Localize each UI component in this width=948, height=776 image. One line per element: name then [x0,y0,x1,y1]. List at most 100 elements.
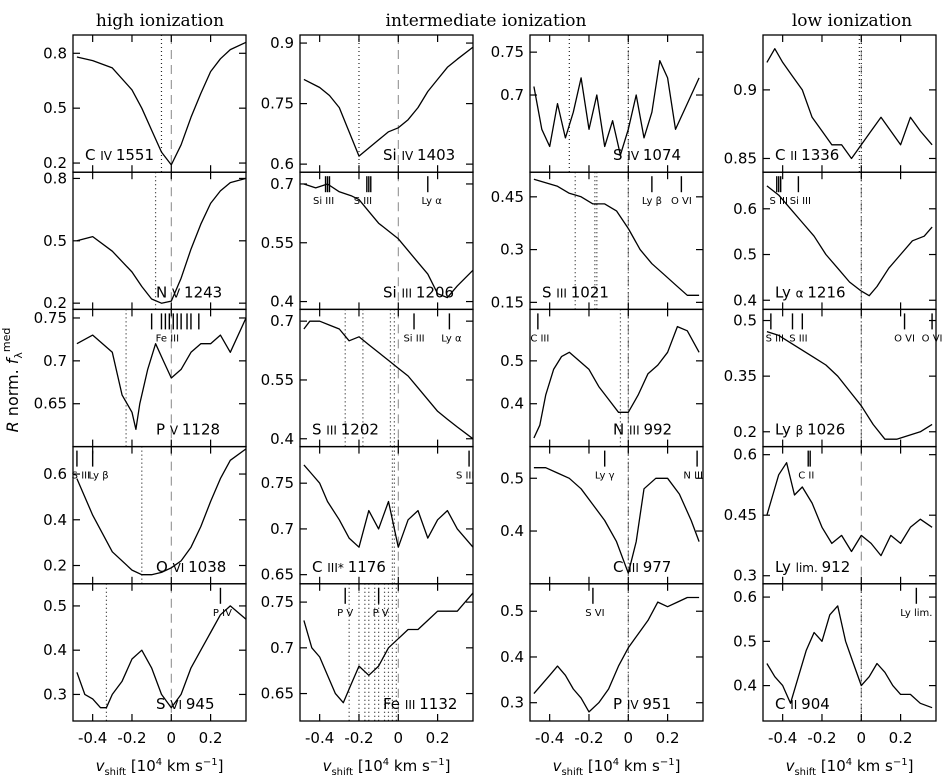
y-label-subscript: λ [12,352,25,359]
ion-label: C III* 1176 [312,558,386,576]
x-tick-label: -0.4 [305,729,334,747]
y-tick-label: 0.85 [724,149,757,167]
y-tick-label: 0.4 [270,293,294,311]
ion-wavelength: 1026 [807,421,845,439]
y-tick-label: 0.5 [43,99,67,117]
x-label-subscript: shift [331,767,353,776]
x-label-exponent: −1 [893,757,908,768]
ion-element: Ly [775,421,796,439]
line-marker: S III [789,313,808,344]
y-tick-label: 0.4 [500,648,524,666]
panel: 0.7 0.75 S IV 1074 [491,34,704,173]
ion-element: C [312,558,327,576]
spectrum-line [766,185,933,297]
ion-wavelength: 1132 [419,695,457,713]
line-marker: N III [683,450,703,482]
line-marker: C II [798,450,814,482]
panel-frame [72,583,247,722]
x-label-subscript: shift [561,767,583,776]
line-marker: Fe III [150,313,200,344]
ion-stage: lim. [796,561,822,575]
marker-label: Ly α [422,196,443,207]
marker-label: C III [530,333,549,344]
x-axis-label: vshift [104 km s−1] [786,757,914,776]
y-tick-label: 0.55 [261,371,294,389]
panel: 0.3 0.4 0.5 S VI 945 [43,583,247,722]
ion-stage: IV [401,149,417,163]
spectrum-line [533,178,700,296]
ion-label: Fe III 1132 [383,695,457,713]
y-tick-label: 0.4 [270,430,294,448]
spectrum-line [303,46,474,157]
panel: 0.65 0.7 0.75 Fe III 1132 [261,583,474,722]
ion-stage: V [172,286,184,300]
marker-label: Ly γ [595,471,615,482]
ion-stage: IV [627,698,643,712]
marker-label: O VI [894,333,915,344]
column-2: 0.6 0.75 0.9 Si IV 1403 0.4 0.55 0.7 Si III 120… [261,34,475,776]
ion-stage: II [790,698,801,712]
x-tick-label: 0 [167,729,177,747]
ion-label: Ly α 1216 [775,283,846,301]
y-tick-label: 0.3 [733,567,757,585]
x-tick-label: 0 [857,729,867,747]
y-tick-label: 0.5 [43,597,67,615]
spectrum-line [303,592,474,704]
ion-label: N V 1243 [156,283,222,301]
marker-label: P IV [213,608,232,619]
spectrum-line [76,41,247,166]
x-label-units: ] [675,757,681,775]
y-tick-label: 0.75 [34,309,67,327]
y-tick-label: 0.6 [733,588,757,606]
x-label-exponent: −1 [203,757,218,768]
ion-wavelength: 1551 [116,146,154,164]
line-marker: S VI [585,587,605,619]
y-tick-label: 0.2 [43,557,67,575]
x-tick-label: -0.4 [78,729,107,747]
ion-stage: II [790,149,801,163]
y-tick-label: 0.2 [43,154,67,172]
y-tick-label: 0.7 [500,86,524,104]
y-tick-label: 0.5 [43,232,67,250]
x-label-units: km s [389,757,430,775]
marker-label: Si III [403,333,424,344]
ion-stage: III [629,424,643,438]
y-tick-label: 0.4 [733,291,757,309]
spectrum-line [303,183,474,299]
ion-label: S III 1021 [542,283,609,301]
marker-label: S III [766,333,784,344]
group-titles: high ionization intermediate ionization … [96,11,912,31]
ion-stage: VI [170,698,186,712]
line-marker: S III [766,313,784,344]
spectrum-line [533,325,700,439]
y-tick-label: 0.5 [500,352,524,370]
x-tick-label: -0.2 [574,729,603,747]
panel: 0.4 0.5 N III 992 [500,308,704,448]
x-tick-label: -0.2 [117,729,146,747]
ion-element: S [542,283,556,301]
line-marker: P V [337,587,353,619]
y-axis-label-text: R norm. fλmed [0,328,25,433]
panel: 0.2 0.35 0.5 Ly β 1026 [724,308,937,448]
x-label-units: [10 [353,757,383,775]
y-label-symbol: R [3,421,22,432]
x-label-variable: v [786,757,796,775]
y-tick-label: 0.75 [491,43,524,61]
ion-stage: III [556,286,570,300]
ion-element: S [156,695,170,713]
ion-element: Si [383,283,401,301]
y-tick-label: 0.3 [500,694,524,712]
ion-stage: III [326,424,340,438]
y-tick-label: 0.9 [733,81,757,99]
marker-label: O VI [671,196,692,207]
panel: 0.4 0.55 0.7 S III 1202 [261,308,474,448]
ion-wavelength: 1202 [341,421,379,439]
x-tick-label: 0.2 [889,729,913,747]
y-tick-label: 0.7 [270,520,294,538]
y-tick-label: 0.2 [43,294,67,312]
y-tick-label: 0.9 [270,34,294,52]
y-tick-label: 0.4 [500,522,524,540]
y-tick-label: 0.3 [43,685,67,703]
y-tick-label: 0.15 [491,293,524,311]
